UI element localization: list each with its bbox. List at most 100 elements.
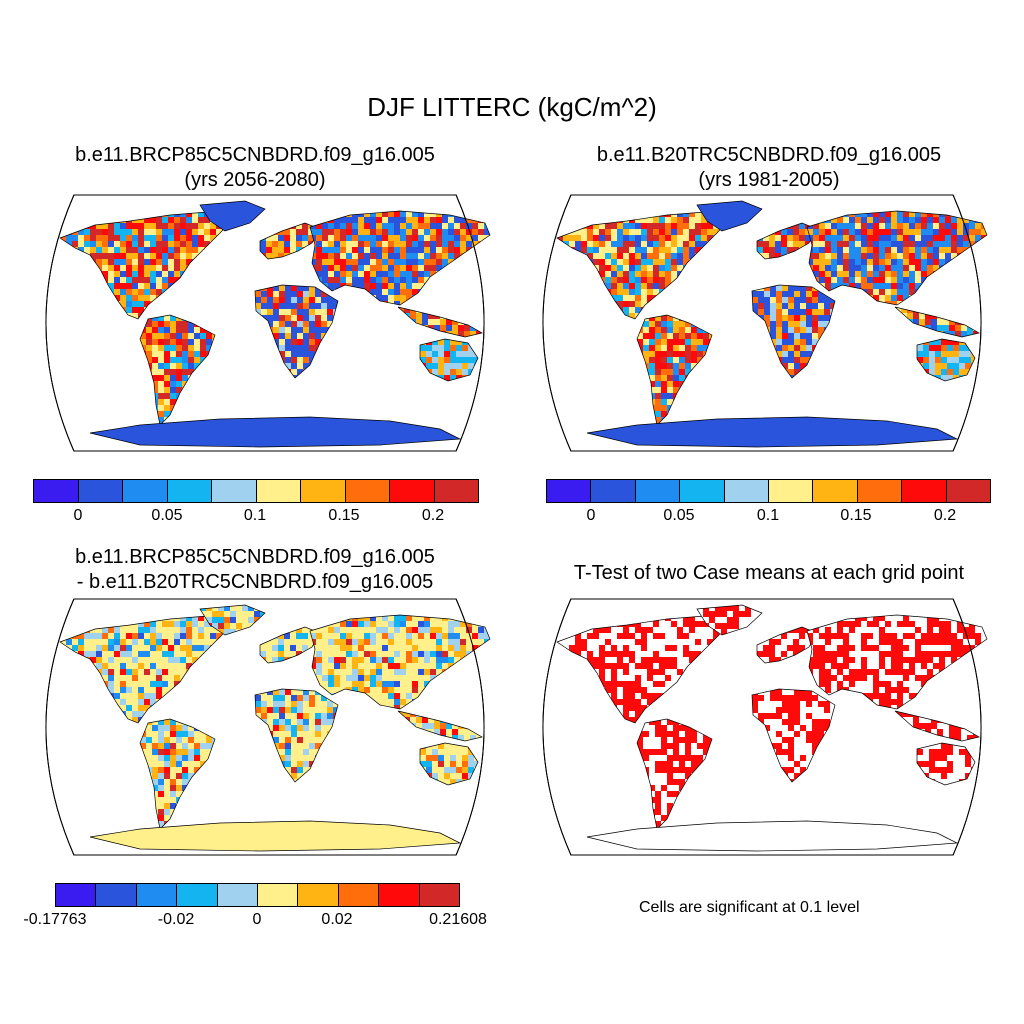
coastline-seasia (397, 306, 483, 338)
colorbar-swatch (123, 480, 168, 502)
coastline-greenland (199, 604, 266, 636)
coastline-europe (259, 626, 321, 664)
map-frame-outline (542, 194, 982, 452)
panel-2-title: b.e11.B20TRC5CNBDRD.f09_g16.005 (yrs 198… (534, 143, 1004, 193)
coastline-seasia (894, 710, 980, 742)
colorbar-swatch (635, 480, 681, 502)
panel-3-title-line2: - b.e11.B20TRC5CNBDRD.f09_g16.005 (76, 571, 434, 593)
map-panel-historical (542, 194, 988, 452)
panel-2-title-line1: b.e11.B20TRC5CNBDRD.f09_g16.005 (596, 144, 942, 166)
panel-1-title: b.e11.BRCP85C5CNBDRD.f09_g16.005 (yrs 20… (20, 143, 490, 193)
coastline-greenland (199, 200, 266, 232)
coastline-samerica (636, 718, 713, 830)
coastline-namerica (556, 614, 733, 724)
colorbar-swatch (379, 884, 420, 906)
cbar2-tick-3: 0.15 (840, 507, 872, 524)
panel-4-title-line1: T-Test of two Case means at each grid po… (573, 562, 965, 584)
cbar3-tick-2: 0 (252, 911, 262, 928)
colorbar-future (33, 479, 479, 503)
cbar2-tick-0: 0 (586, 507, 596, 524)
coastline-australia (419, 742, 479, 786)
colorbar-swatch (258, 884, 299, 906)
coastline-australia (419, 338, 479, 382)
colorbar-swatch (547, 480, 592, 502)
panel-3-title: b.e11.BRCP85C5CNBDRD.f09_g16.005 - b.e11… (20, 545, 490, 595)
coastline-africa (751, 284, 836, 379)
coastline-europe (756, 626, 818, 664)
colorbar-swatch (813, 480, 858, 502)
colorbar-swatch (857, 480, 903, 502)
coastline-samerica (139, 314, 216, 426)
cbar3-tick-4: 0.21608 (429, 911, 487, 928)
colorbar-historical (546, 479, 991, 503)
coastline-antarctica (89, 416, 462, 448)
map-frame-outline (542, 598, 982, 856)
colorbar-difference (55, 883, 460, 907)
cbar1-tick-4: 0.2 (421, 507, 445, 524)
cbar3-tick-3: 0.02 (321, 911, 353, 928)
cbar1-tick-0: 0 (73, 507, 83, 524)
colorbar-swatch (256, 480, 301, 502)
colorbar-swatch (338, 884, 380, 906)
panel-4-title: T-Test of two Case means at each grid po… (534, 561, 1004, 586)
coastline-greenland (696, 200, 763, 232)
cbar1-tick-2: 0.1 (243, 507, 267, 524)
coastline-africa (254, 284, 339, 379)
colorbar-swatch (96, 884, 137, 906)
colorbar-swatch (591, 480, 636, 502)
coastline-greenland (696, 604, 763, 636)
colorbar-swatch (298, 884, 339, 906)
coastline-australia (916, 742, 976, 786)
coastline-antarctica (586, 416, 959, 448)
coastline-australia (916, 338, 976, 382)
map-panel-ttest (542, 598, 988, 856)
coastline-europe (756, 222, 818, 260)
coastline-africa (254, 688, 339, 783)
panel-2-title-line2: (yrs 1981-2005) (698, 169, 840, 191)
cbar2-tick-2: 0.1 (756, 507, 780, 524)
colorbar-swatch (434, 480, 478, 502)
colorbar-swatch (167, 480, 212, 502)
coastline-antarctica (89, 820, 462, 852)
colorbar-swatch (345, 480, 390, 502)
colorbar-swatch (136, 884, 178, 906)
coastline-europe (259, 222, 321, 260)
colorbar-swatch (212, 480, 257, 502)
colorbar-swatch (34, 480, 79, 502)
cbar2-tick-4: 0.2 (933, 507, 957, 524)
panel-3-title-line1: b.e11.BRCP85C5CNBDRD.f09_g16.005 (75, 546, 435, 568)
coastline-samerica (636, 314, 713, 426)
cbar3-tick-1: -0.02 (157, 911, 195, 928)
coastline-namerica (59, 614, 236, 724)
panel-1-title-line2: (yrs 2056-2080) (184, 169, 326, 191)
colorbar-swatch (390, 480, 435, 502)
map-panel-future (45, 194, 491, 452)
coastline-namerica (556, 210, 733, 320)
cbar2-tick-1: 0.05 (663, 507, 695, 524)
map-frame-outline (45, 194, 485, 452)
coastline-asia (309, 614, 491, 710)
colorbar-swatch (419, 884, 460, 906)
coastline-namerica (59, 210, 236, 320)
coastline-seasia (894, 306, 980, 338)
map-panel-difference (45, 598, 491, 856)
coastline-africa (751, 688, 836, 783)
colorbar-swatch (724, 480, 770, 502)
colorbar-swatch (177, 884, 218, 906)
coastline-asia (806, 614, 988, 710)
colorbar-swatch (680, 480, 725, 502)
ttest-note: Cells are significant at 0.1 level (639, 899, 860, 916)
colorbar-swatch (78, 480, 123, 502)
colorbar-swatch (301, 480, 346, 502)
colorbar-swatch (902, 480, 947, 502)
colorbar-swatch (946, 480, 991, 502)
coastline-antarctica (586, 820, 959, 852)
colorbar-swatch (56, 884, 97, 906)
coastline-samerica (139, 718, 216, 830)
figure-title: DJF LITTERC (kgC/m^2) (367, 92, 657, 122)
panel-1-title-line1: b.e11.BRCP85C5CNBDRD.f09_g16.005 (75, 144, 435, 166)
colorbar-swatch (769, 480, 814, 502)
cbar3-tick-0: -0.17763 (23, 911, 87, 928)
coastline-asia (806, 210, 988, 306)
coastline-asia (309, 210, 491, 306)
